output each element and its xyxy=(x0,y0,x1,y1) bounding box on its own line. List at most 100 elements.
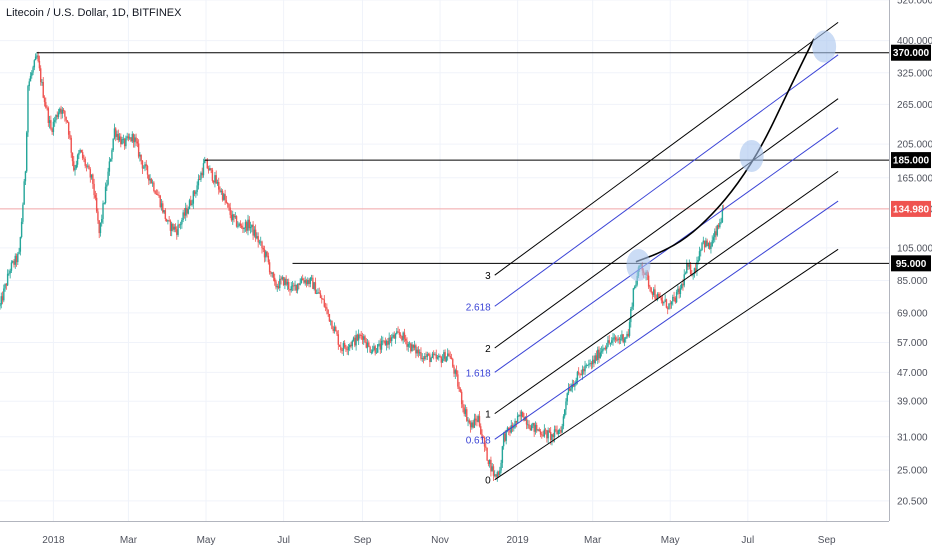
candle xyxy=(216,179,219,186)
candle xyxy=(322,298,324,300)
candle xyxy=(67,121,70,139)
candle-body xyxy=(145,164,147,166)
candle xyxy=(446,348,449,361)
candle xyxy=(579,373,581,379)
candle-body xyxy=(5,284,8,286)
candle xyxy=(169,219,172,236)
candle-body xyxy=(720,222,722,223)
candle-body xyxy=(406,340,408,347)
candle xyxy=(686,259,688,274)
candle-body xyxy=(391,337,393,342)
candle xyxy=(48,115,51,129)
candle xyxy=(229,202,231,219)
candle-body xyxy=(399,334,402,336)
candle-body xyxy=(598,349,600,359)
candle-body xyxy=(101,218,103,223)
candle xyxy=(424,353,426,361)
candle xyxy=(280,275,282,285)
candle-body xyxy=(295,284,298,291)
candle-body xyxy=(75,164,78,169)
candle xyxy=(163,210,165,214)
candle-body xyxy=(234,216,236,218)
candle xyxy=(232,210,234,225)
candle-body xyxy=(457,374,459,387)
candle xyxy=(403,328,406,343)
candle-body xyxy=(514,421,516,428)
candle xyxy=(653,287,655,297)
level-price-box-bg xyxy=(891,44,931,61)
chart-title: Litecoin / U.S. Dollar, 1D, BITFINEX xyxy=(6,7,182,19)
candle xyxy=(83,154,85,163)
candles xyxy=(0,51,725,482)
fib-level: 0 xyxy=(485,248,839,487)
candle-body xyxy=(197,179,200,186)
candle xyxy=(692,273,694,280)
candle xyxy=(239,220,242,229)
candle xyxy=(689,262,692,276)
candle xyxy=(715,226,717,240)
candle-body xyxy=(3,288,5,301)
candle-body xyxy=(385,341,388,346)
candle-body xyxy=(703,240,706,248)
candle xyxy=(167,219,169,225)
candle-body xyxy=(530,425,533,431)
candle xyxy=(33,59,36,71)
candle xyxy=(502,431,505,450)
candle-body xyxy=(309,277,312,284)
candle-body xyxy=(496,472,498,477)
candle xyxy=(458,381,460,392)
candle-body xyxy=(301,278,304,281)
candle xyxy=(104,182,107,205)
candle xyxy=(562,414,565,430)
candle-body xyxy=(223,194,225,200)
candle xyxy=(702,236,705,245)
candle-body xyxy=(459,389,462,392)
candle-body xyxy=(98,220,100,234)
candle xyxy=(6,269,9,287)
candle-body xyxy=(310,277,313,279)
candle xyxy=(714,228,716,243)
candle-body xyxy=(206,160,209,169)
candle xyxy=(547,427,549,444)
candle xyxy=(575,377,577,386)
candle-body xyxy=(714,231,716,238)
candle xyxy=(678,286,680,299)
candle xyxy=(95,193,98,214)
candle-body xyxy=(284,278,286,286)
current-price-box-bg xyxy=(891,200,931,217)
candle-body xyxy=(449,356,451,358)
candle-body xyxy=(272,272,275,278)
candle xyxy=(625,336,627,343)
candle-body xyxy=(565,401,567,410)
candle-body xyxy=(622,334,624,343)
candle xyxy=(595,350,598,362)
candle xyxy=(210,168,212,174)
candle-body xyxy=(392,334,394,338)
candle xyxy=(275,279,277,290)
candle xyxy=(608,334,610,345)
candle xyxy=(618,337,621,345)
candle-body xyxy=(687,263,689,267)
candle-body xyxy=(684,273,687,275)
candle-body xyxy=(600,351,603,353)
candle xyxy=(445,356,448,363)
candle xyxy=(32,65,34,76)
candle xyxy=(584,360,586,376)
candle-body xyxy=(510,425,512,433)
candle xyxy=(53,116,56,127)
candle-body xyxy=(224,194,226,201)
candle-body xyxy=(178,224,181,226)
candle xyxy=(345,344,347,352)
candle xyxy=(225,195,228,204)
candle-body xyxy=(670,301,673,305)
candle xyxy=(378,340,380,347)
candle-body xyxy=(43,97,46,103)
candle-body xyxy=(328,313,331,322)
candle xyxy=(658,292,660,298)
candle xyxy=(501,445,504,468)
candle xyxy=(314,277,317,294)
candle xyxy=(602,344,604,354)
candle-body xyxy=(458,386,460,390)
